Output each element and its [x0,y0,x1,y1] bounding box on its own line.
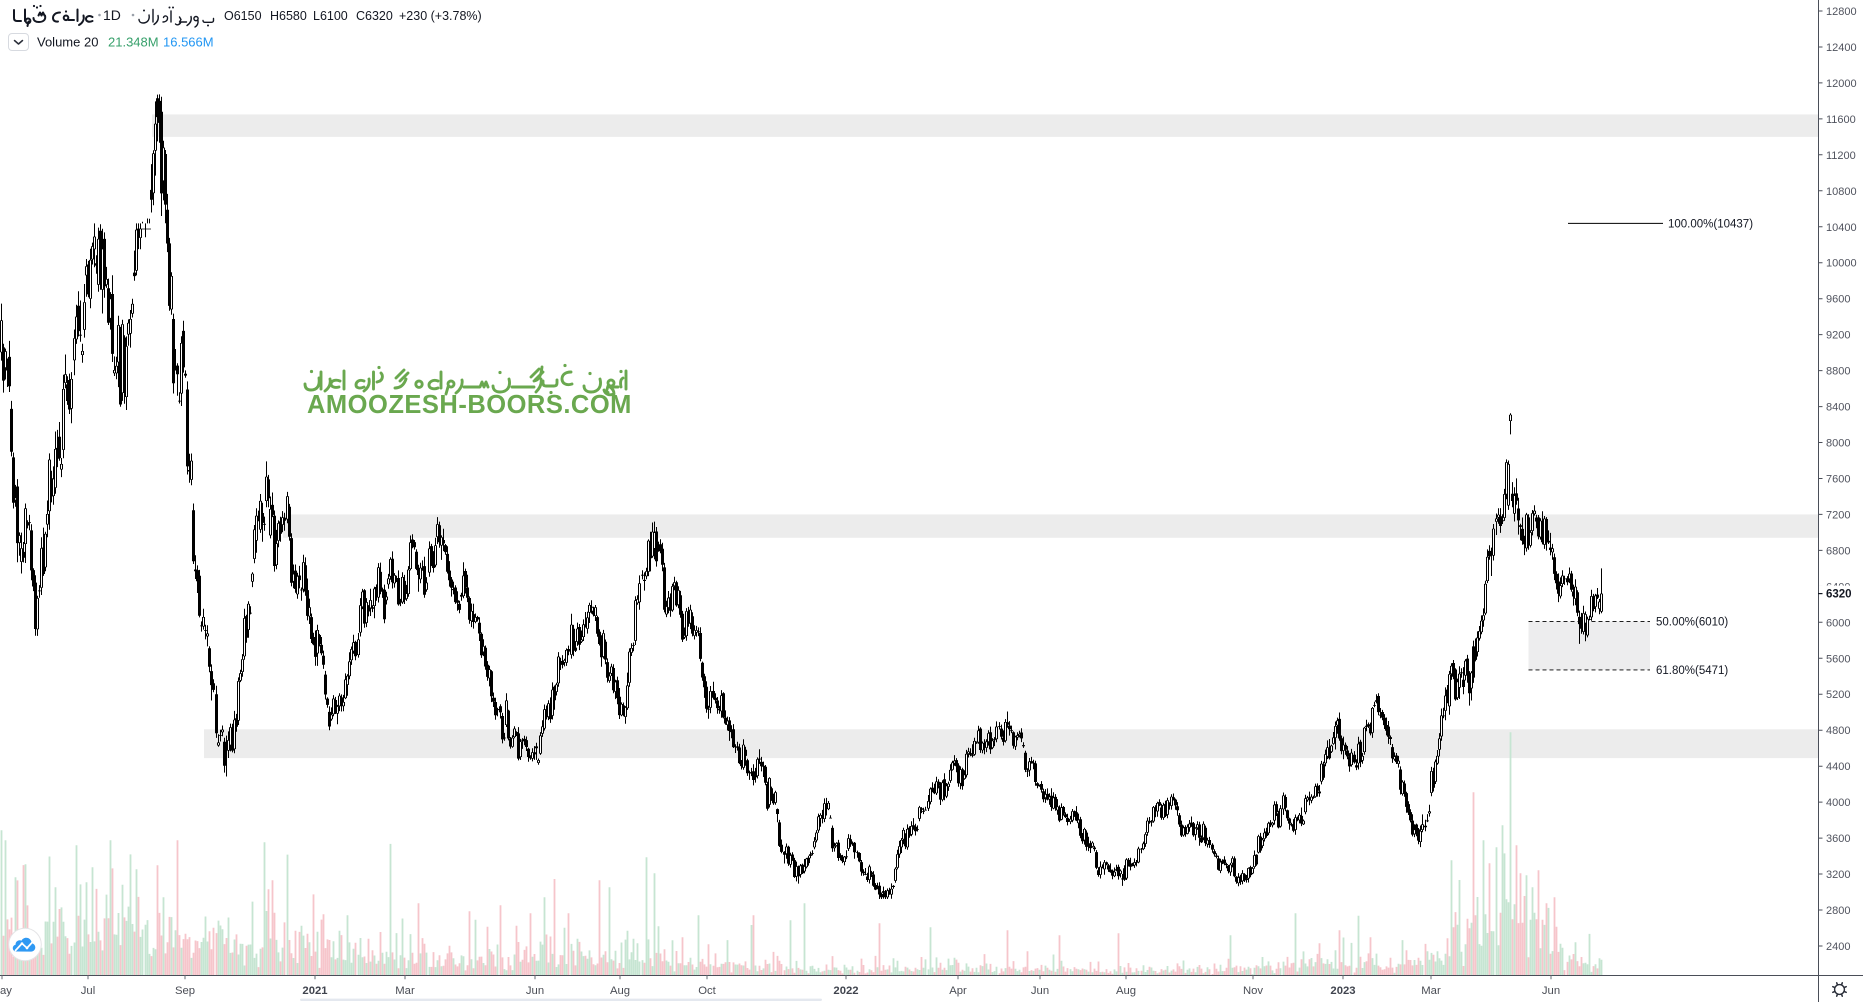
svg-text:7600: 7600 [1826,474,1850,486]
svg-text:AMOOZESH-BOORS.COM: AMOOZESH-BOORS.COM [307,391,632,419]
svg-text:8400: 8400 [1826,402,1850,414]
svg-text:4000: 4000 [1826,797,1850,809]
svg-text:H6580: H6580 [270,9,307,23]
svg-text:2800: 2800 [1826,905,1850,917]
svg-text:6800: 6800 [1826,545,1850,557]
svg-text:4400: 4400 [1826,761,1850,773]
svg-text:4800: 4800 [1826,725,1850,737]
svg-text:C6320: C6320 [356,9,393,23]
svg-text:21.348M: 21.348M [108,35,159,50]
svg-text:8000: 8000 [1826,438,1850,450]
svg-text:10800: 10800 [1826,186,1857,198]
svg-text:10400: 10400 [1826,222,1857,234]
svg-text:10000: 10000 [1826,258,1857,270]
svg-text:Mar: Mar [1421,985,1441,997]
svg-text:O6150: O6150 [224,9,262,23]
svg-text:6000: 6000 [1826,617,1850,629]
svg-text:Mar: Mar [395,985,415,997]
svg-text:Jun: Jun [526,985,544,997]
svg-text:2400: 2400 [1826,941,1850,953]
svg-text:Volume 20: Volume 20 [37,35,98,50]
svg-text:+230 (+3.78%): +230 (+3.78%) [399,9,482,23]
svg-text:Oct: Oct [698,985,716,997]
svg-text:100.00%(10437): 100.00%(10437) [1668,218,1753,230]
svg-text:3600: 3600 [1826,833,1850,845]
svg-text:Jun: Jun [1031,985,1049,997]
svg-text:Nov: Nov [1243,985,1263,997]
svg-text:6320: 6320 [1826,589,1852,601]
svg-text:2022: 2022 [833,985,858,997]
svg-text:12000: 12000 [1826,78,1857,90]
svg-text:5200: 5200 [1826,689,1850,701]
svg-text:7200: 7200 [1826,509,1850,521]
svg-text:12800: 12800 [1826,6,1857,18]
svg-text:Sep: Sep [175,985,195,997]
svg-text:2023: 2023 [1330,985,1355,997]
svg-text:50.00%(6010): 50.00%(6010) [1656,616,1728,628]
svg-text:16.566M: 16.566M [163,35,214,50]
svg-text:1D: 1D [103,7,121,23]
svg-text:3200: 3200 [1826,869,1850,881]
svg-text:12400: 12400 [1826,42,1857,54]
svg-text:L6100: L6100 [313,9,348,23]
svg-text:11200: 11200 [1826,150,1856,162]
svg-text:5600: 5600 [1826,653,1850,665]
svg-text:ay: ay [0,985,12,997]
svg-text:8800: 8800 [1826,366,1850,378]
svg-text:61.80%(5471): 61.80%(5471) [1656,665,1728,677]
svg-text:9600: 9600 [1826,294,1850,306]
svg-text:Jun: Jun [1542,985,1560,997]
svg-text:11600: 11600 [1826,114,1856,126]
svg-text:9200: 9200 [1826,330,1850,342]
svg-text:Apr: Apr [949,985,967,997]
svg-text:Jul: Jul [81,985,95,997]
svg-text:Aug: Aug [1116,985,1136,997]
svg-text:2021: 2021 [302,985,327,997]
svg-text:Aug: Aug [610,985,630,997]
